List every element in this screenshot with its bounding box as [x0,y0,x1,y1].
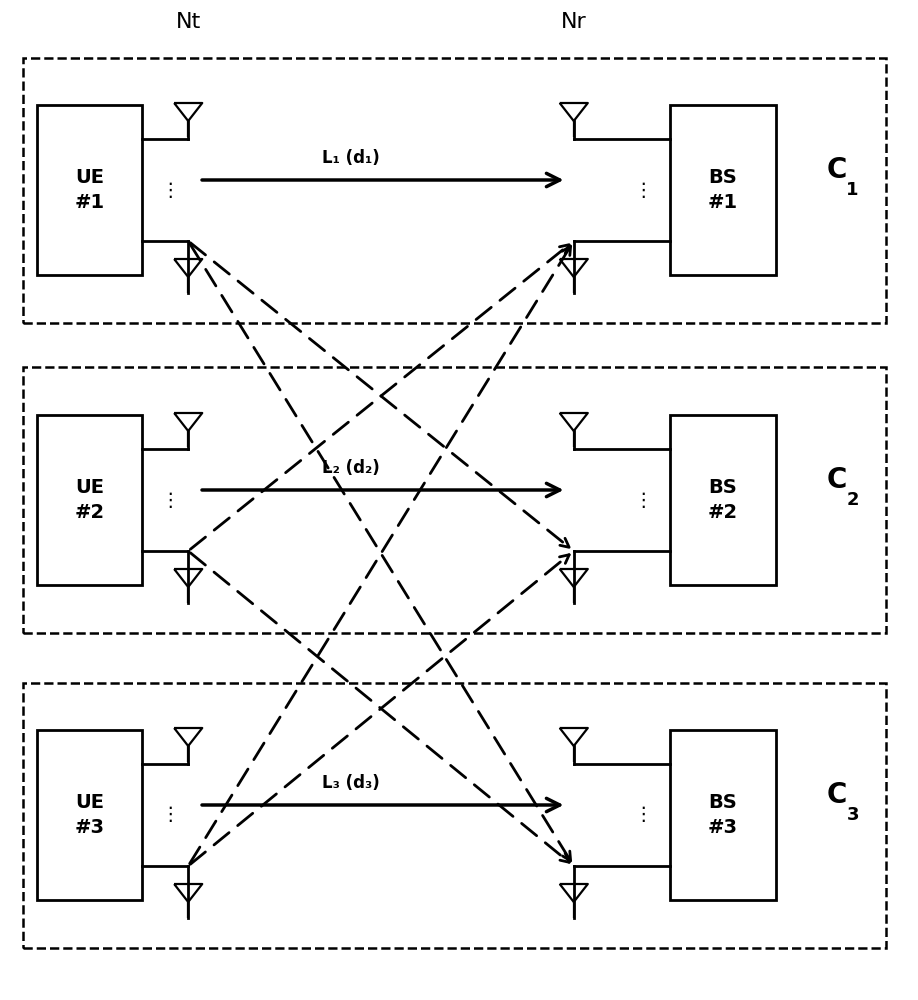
Text: ⋮: ⋮ [633,490,653,510]
Bar [670,415,776,585]
Text: 1: 1 [846,181,859,199]
Text: C: C [826,156,846,184]
Text: L₂ (d₂): L₂ (d₂) [322,459,379,477]
Bar [670,105,776,275]
Bar [23,57,886,322]
Bar [37,730,142,900]
Text: ⋮: ⋮ [633,180,653,200]
Text: BS
#3: BS #3 [708,793,738,837]
Text: 2: 2 [846,491,859,509]
Text: C: C [826,466,846,494]
Text: C: C [826,781,846,809]
Text: UE
#2: UE #2 [74,478,105,522]
Text: BS
#1: BS #1 [708,168,738,212]
Text: BS
#2: BS #2 [708,478,738,522]
Text: Nr: Nr [561,12,587,32]
Text: ⋮: ⋮ [633,806,653,824]
Bar [23,367,886,633]
Bar [23,682,886,948]
Text: UE
#1: UE #1 [74,168,105,212]
Text: L₃ (d₃): L₃ (d₃) [322,774,379,792]
Text: ⋮: ⋮ [160,490,180,510]
Bar [37,415,142,585]
Bar [37,105,142,275]
Text: L₁ (d₁): L₁ (d₁) [322,149,379,167]
Text: Nt: Nt [175,12,201,32]
Text: 3: 3 [846,806,859,824]
Text: UE
#3: UE #3 [74,793,105,837]
Text: ⋮: ⋮ [160,180,180,200]
Text: ⋮: ⋮ [160,806,180,824]
Bar [670,730,776,900]
